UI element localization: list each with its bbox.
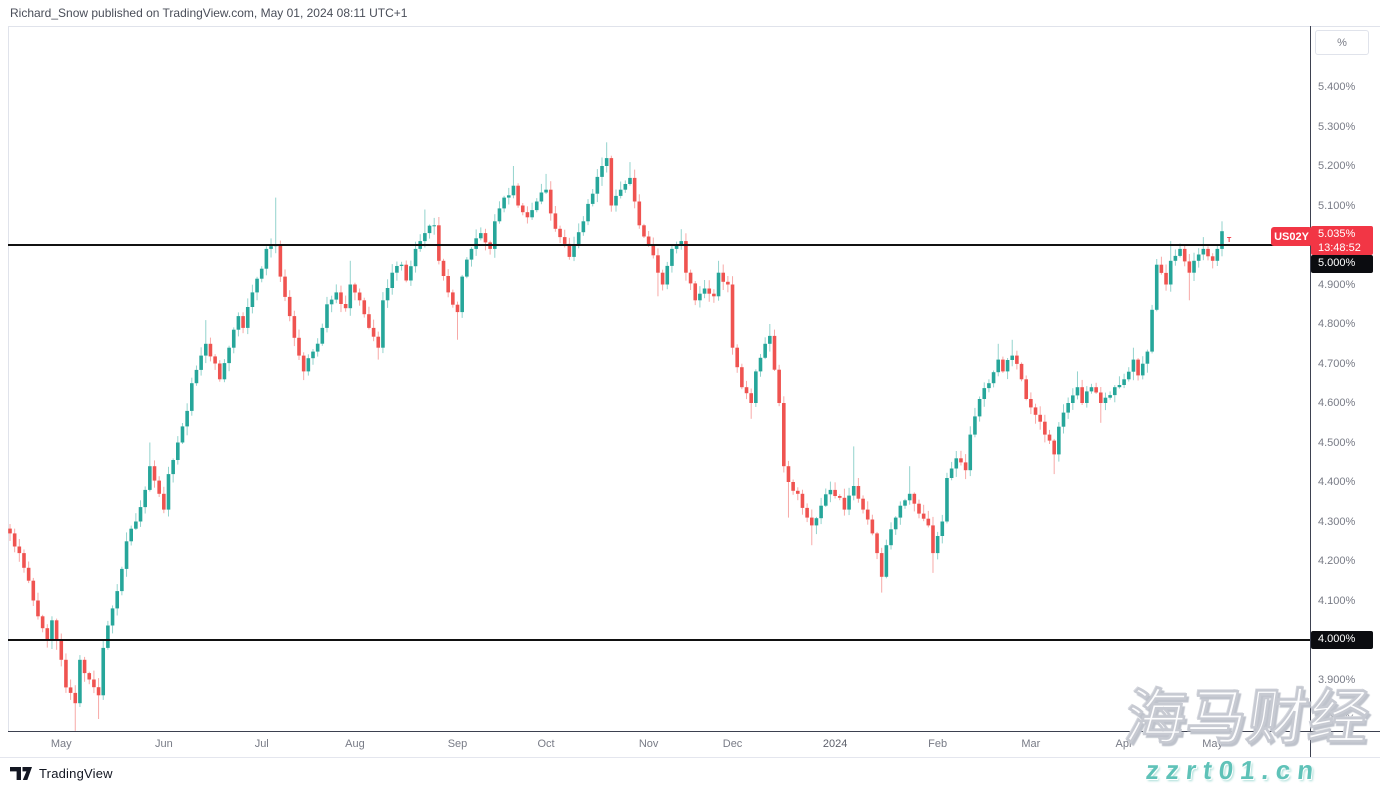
tradingview-logo-link[interactable]: TradingView (10, 763, 113, 783)
time-tick-label-nov: Nov (638, 738, 659, 750)
price-tick-label: 3.900% (1318, 673, 1356, 686)
chart-frame-left (8, 26, 9, 731)
time-tick-label-apr: Apr (1115, 738, 1133, 750)
price-tick-label: 4.500% (1318, 436, 1356, 449)
price-axis-separator (1310, 26, 1311, 757)
time-tick-label-sep: Sep (447, 738, 468, 750)
chart-frame-top (8, 26, 1380, 27)
publish-attribution: Richard_Snow published on TradingView.co… (10, 6, 408, 20)
watermark-url-text: zzrt01.cn (1144, 755, 1322, 785)
price-tick-label: 5.300% (1318, 120, 1356, 133)
time-tick-label-may: May (1202, 738, 1224, 750)
price-tick-label: 4.300% (1318, 515, 1356, 528)
time-axis[interactable]: May Jun Jul Aug Sep Oct Nov Dec 2024 Feb Mar Apr May (8, 732, 1380, 757)
ticker-badge: US02Y (1271, 227, 1312, 247)
price-tick-label: 5.200% (1318, 160, 1356, 172)
time-tick-label-aug: Aug (345, 738, 365, 750)
price-tick-label: 4.700% (1318, 357, 1356, 370)
time-tick-label-jun: Jun (154, 738, 173, 750)
last-price-value: 5.035% (1318, 228, 1356, 241)
candlestick-chart-surface[interactable]: T (8, 26, 1310, 731)
time-tick-label-2024: 2024 (822, 738, 848, 750)
time-tick-label-may: May (50, 738, 72, 750)
price-axis[interactable]: 5.400% 5.300% 5.200% 5.100% 5.000% 4.900% 4.80… (1311, 26, 1380, 731)
time-tick-label-oct: Oct (537, 738, 555, 750)
price-tick-label: 4.100% (1318, 594, 1356, 607)
price-tick-label: 4.400% (1318, 476, 1356, 488)
time-tick-label-dec: Dec (722, 738, 743, 750)
price-tick-label: 4.900% (1318, 278, 1356, 291)
price-tick-label: 5.400% (1318, 81, 1356, 93)
time-tick-label-jul: Jul (254, 738, 269, 750)
price-tick-label: 4.800% (1318, 318, 1356, 330)
last-price-badge: 5.035% 13:48:52 (1311, 226, 1373, 256)
level-label-4percent: 4.000% (1311, 631, 1373, 649)
level-label-5percent: 5.000% (1311, 255, 1373, 274)
time-tick-label-feb: Feb (928, 738, 948, 750)
bar-countdown: 13:48:52 (1318, 242, 1361, 255)
time-axis-separator (8, 731, 1380, 732)
tradingview-logo-icon (10, 766, 32, 780)
price-tick-label: 3.800% (1318, 713, 1356, 725)
price-tick-label: 5.100% (1318, 199, 1356, 212)
price-tick-label: 4.200% (1318, 555, 1356, 567)
price-axis-unit-button[interactable]: % (1315, 30, 1369, 55)
tradingview-brand-text: TradingView (39, 765, 113, 781)
chart-frame-bottom (0, 757, 1380, 758)
time-tick-label-mar: Mar (1021, 738, 1041, 750)
svg-text:T: T (1227, 237, 1232, 244)
price-tick-label: 4.600% (1318, 397, 1356, 409)
